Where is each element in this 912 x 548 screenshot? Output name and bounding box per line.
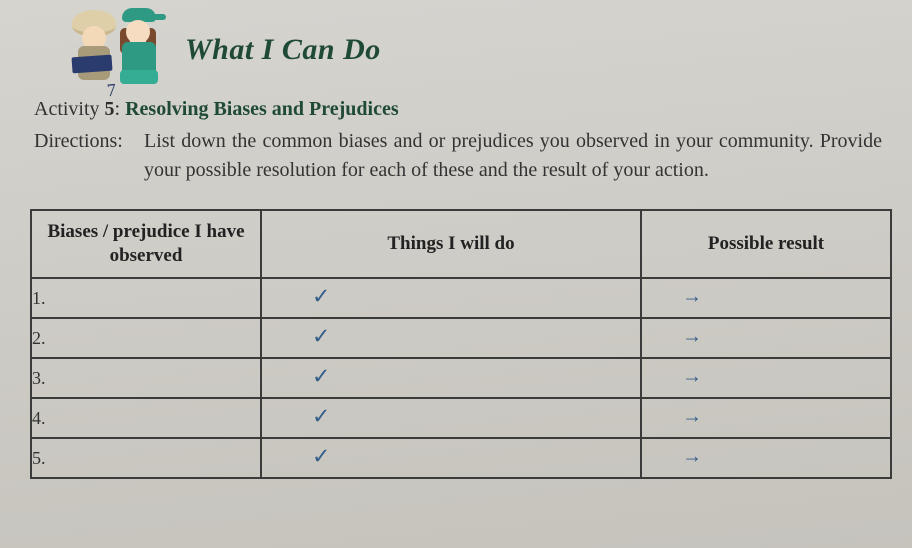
children-reading-illustration <box>70 10 165 90</box>
table-row: 1. ✓ → <box>31 278 891 318</box>
directions-text: List down the common biases and or preju… <box>144 127 882 185</box>
activity-number-text: 5 <box>105 98 115 120</box>
cell-things[interactable]: ✓ <box>261 438 641 478</box>
table-row: 3. ✓ → <box>31 358 891 398</box>
row-number[interactable]: 1. <box>31 278 261 318</box>
check-icon: ✓ <box>312 444 330 470</box>
table-row: 4. ✓ → <box>31 398 891 438</box>
child-with-cap-icon <box>112 10 164 90</box>
col-header-result: Possible result <box>641 210 891 278</box>
arrow-icon: → <box>682 285 702 308</box>
section-title: What I Can Do <box>185 33 381 67</box>
check-icon: ✓ <box>312 324 330 350</box>
col-header-biases: Biases / prejudice I have observed <box>31 210 261 278</box>
cell-result[interactable]: → <box>641 438 891 478</box>
row-number[interactable]: 3. <box>31 358 261 398</box>
arrow-icon: → <box>682 325 702 348</box>
check-icon: ✓ <box>312 284 330 310</box>
check-icon: ✓ <box>312 364 330 390</box>
worksheet-page: What I Can Do Activity 7 5 : Resolving B… <box>0 0 912 479</box>
activity-title: Resolving Biases and Prejudices <box>125 98 399 120</box>
directions-row: Directions: List down the common biases … <box>34 127 882 185</box>
child-with-hat-icon <box>70 12 118 90</box>
table-row: 5. ✓ → <box>31 438 891 478</box>
row-number[interactable]: 4. <box>31 398 261 438</box>
row-number[interactable]: 2. <box>31 318 261 358</box>
activity-separator: : <box>115 98 121 120</box>
worksheet-table: Biases / prejudice I have observed Thing… <box>30 209 892 479</box>
cell-result[interactable]: → <box>641 278 891 318</box>
arrow-icon: → <box>682 445 702 468</box>
activity-number: 7 5 <box>105 98 115 121</box>
handwritten-correction: 7 <box>106 80 117 102</box>
cell-things[interactable]: ✓ <box>261 358 641 398</box>
arrow-icon: → <box>682 365 702 388</box>
cell-result[interactable]: → <box>641 398 891 438</box>
check-icon: ✓ <box>312 404 330 430</box>
arrow-icon: → <box>682 405 702 428</box>
cell-things[interactable]: ✓ <box>261 318 641 358</box>
table-row: 2. ✓ → <box>31 318 891 358</box>
table-header-row: Biases / prejudice I have observed Thing… <box>31 210 891 278</box>
cell-result[interactable]: → <box>641 358 891 398</box>
activity-label: Activity <box>34 98 100 120</box>
directions-label: Directions: <box>34 127 144 185</box>
header-row: What I Can Do <box>70 10 882 90</box>
cell-things[interactable]: ✓ <box>261 278 641 318</box>
cell-result[interactable]: → <box>641 318 891 358</box>
col-header-things: Things I will do <box>261 210 641 278</box>
row-number[interactable]: 5. <box>31 438 261 478</box>
activity-heading: Activity 7 5 : Resolving Biases and Prej… <box>34 98 882 121</box>
cell-things[interactable]: ✓ <box>261 398 641 438</box>
